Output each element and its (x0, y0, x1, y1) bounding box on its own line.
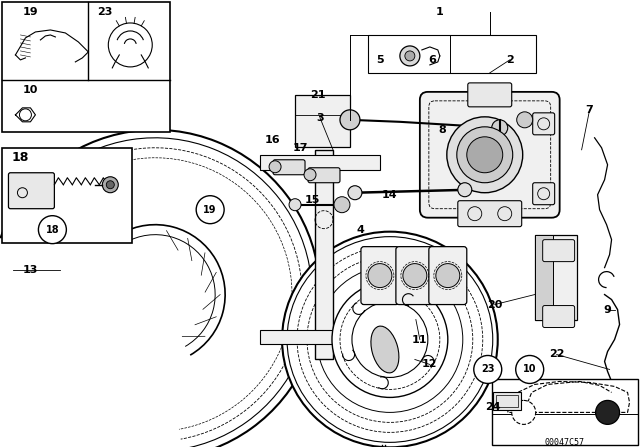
Circle shape (516, 355, 543, 383)
Bar (368, 35, 536, 73)
Text: 9: 9 (604, 305, 611, 314)
Circle shape (492, 120, 508, 136)
Text: 20: 20 (487, 300, 502, 310)
Text: 18: 18 (45, 224, 60, 235)
FancyBboxPatch shape (532, 183, 555, 205)
Circle shape (334, 197, 350, 213)
Text: 14: 14 (382, 190, 397, 200)
Text: 17: 17 (292, 143, 308, 153)
Text: 21: 21 (310, 90, 326, 100)
Text: 13: 13 (23, 265, 38, 275)
Circle shape (405, 51, 415, 61)
FancyBboxPatch shape (468, 83, 512, 107)
Circle shape (457, 127, 513, 183)
Text: 5: 5 (376, 55, 384, 65)
FancyBboxPatch shape (361, 247, 399, 305)
Circle shape (340, 110, 360, 130)
Text: 22: 22 (549, 349, 564, 359)
FancyBboxPatch shape (8, 173, 54, 209)
FancyBboxPatch shape (532, 113, 555, 135)
Text: 10: 10 (23, 85, 38, 95)
Circle shape (458, 183, 472, 197)
Circle shape (269, 161, 281, 173)
Circle shape (332, 282, 448, 397)
FancyBboxPatch shape (429, 247, 467, 305)
Circle shape (516, 112, 532, 128)
Bar (3, 2, 170, 132)
FancyBboxPatch shape (543, 240, 575, 262)
Text: 12: 12 (422, 359, 438, 370)
Circle shape (352, 302, 428, 378)
FancyBboxPatch shape (396, 247, 434, 305)
Text: 11: 11 (412, 335, 428, 345)
Text: 1: 1 (436, 7, 444, 17)
Circle shape (289, 199, 301, 211)
Ellipse shape (371, 326, 399, 373)
Text: 3: 3 (316, 113, 324, 123)
Bar (493, 392, 521, 410)
FancyBboxPatch shape (308, 168, 340, 183)
Bar (534, 235, 577, 319)
Bar (496, 396, 518, 407)
Circle shape (106, 181, 115, 189)
Text: 10: 10 (523, 365, 536, 375)
Circle shape (403, 263, 427, 288)
Circle shape (400, 46, 420, 66)
FancyBboxPatch shape (273, 160, 305, 175)
Circle shape (474, 355, 502, 383)
Circle shape (512, 401, 536, 424)
Bar (260, 330, 380, 345)
Circle shape (304, 169, 316, 181)
Text: 7: 7 (586, 105, 593, 115)
Text: 4: 4 (356, 224, 364, 235)
Circle shape (580, 385, 598, 403)
Text: 15: 15 (305, 195, 320, 205)
Text: 8: 8 (438, 125, 445, 135)
Bar (492, 379, 637, 445)
Bar (295, 95, 350, 147)
Circle shape (38, 215, 67, 244)
Text: 2: 2 (506, 55, 513, 65)
Text: 18: 18 (12, 151, 29, 164)
Bar (315, 150, 333, 359)
Bar (3, 148, 132, 243)
Text: 6: 6 (428, 55, 436, 65)
FancyBboxPatch shape (543, 306, 575, 327)
Circle shape (596, 401, 620, 424)
Text: 19: 19 (204, 205, 217, 215)
Circle shape (348, 186, 362, 200)
Circle shape (196, 196, 224, 224)
FancyBboxPatch shape (458, 201, 522, 227)
Text: 23: 23 (481, 365, 495, 375)
Circle shape (282, 232, 498, 448)
Circle shape (436, 263, 460, 288)
Text: 23: 23 (98, 7, 113, 17)
FancyBboxPatch shape (420, 92, 559, 218)
Text: 00047C57: 00047C57 (545, 438, 585, 447)
Circle shape (447, 117, 523, 193)
Circle shape (467, 137, 503, 173)
Bar (534, 235, 553, 319)
Text: 16: 16 (264, 135, 280, 145)
Text: 19: 19 (22, 7, 38, 17)
Text: 24: 24 (485, 402, 500, 413)
Circle shape (368, 263, 392, 288)
Circle shape (102, 177, 118, 193)
Bar (260, 155, 380, 170)
